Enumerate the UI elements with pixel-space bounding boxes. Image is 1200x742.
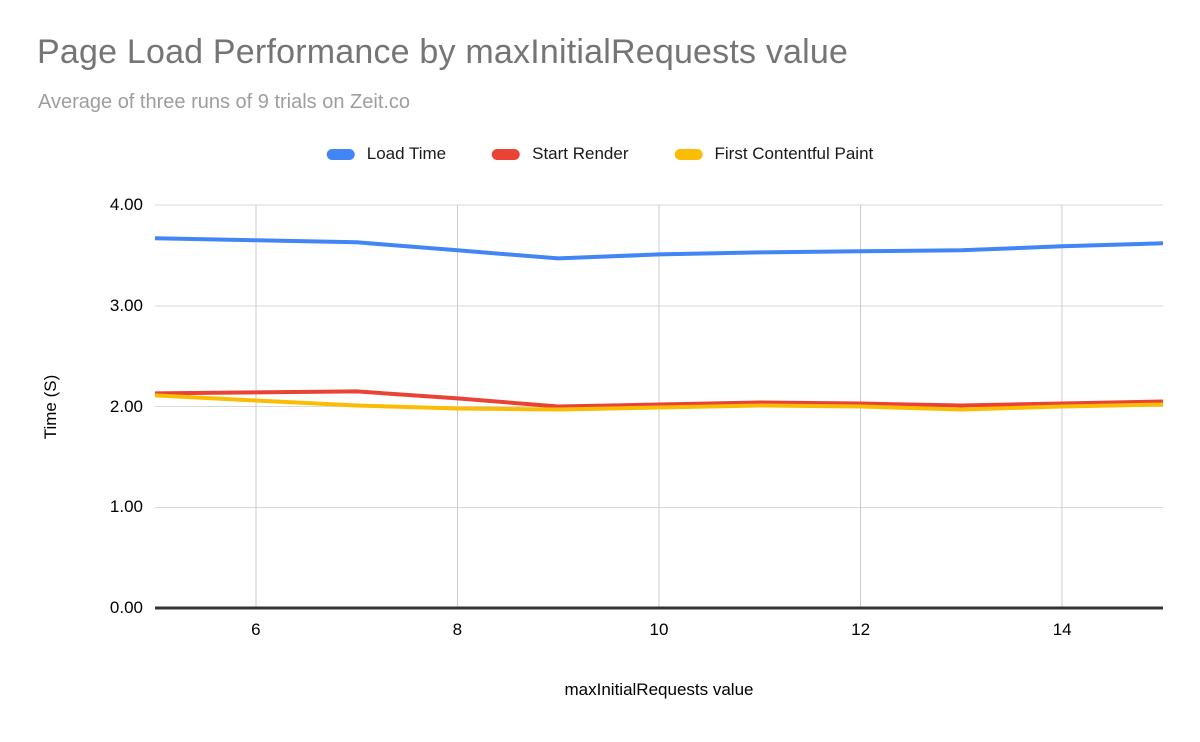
y-tick-label: 1.00	[109, 497, 143, 517]
y-tick-label: 0.00	[109, 598, 143, 617]
y-axis-title: Time (S)	[41, 374, 60, 440]
plot-area	[154, 204, 1164, 610]
y-tick-label: 2.00	[109, 396, 143, 416]
legend-item: Start Render	[492, 144, 629, 164]
legend-label: Load Time	[366, 144, 447, 163]
x-tick-label: 12	[851, 620, 871, 639]
x-tick-label: 6	[251, 620, 261, 639]
legend-swatch-icon	[674, 148, 703, 160]
y-tick-label: 3.00	[109, 295, 143, 315]
legend-item: First Contentful Paint	[674, 144, 874, 164]
x-tick-label: 10	[649, 620, 669, 639]
legend-swatch-icon	[492, 148, 521, 160]
x-tick-label: 14	[1052, 620, 1072, 639]
series-line-first-contentful-paint	[154, 393, 1164, 412]
series-line-start-render	[154, 389, 1164, 409]
y-tick-label: 4.00	[109, 195, 143, 214]
series-line-load-time	[154, 236, 1164, 261]
x-tick-label: 8	[452, 620, 463, 639]
chart-title: Page Load Performance by maxInitialReque…	[37, 33, 849, 71]
x-axis-title: maxInitialRequests value	[564, 680, 754, 699]
legend-item: Load Time	[326, 144, 447, 164]
legend: Load Time Start Render First Contentful Pa…	[326, 144, 874, 164]
legend-label: First Contentful Paint	[714, 144, 874, 163]
legend-swatch-icon	[326, 148, 355, 160]
chart-subtitle: Average of three runs of 9 trials on Zei…	[38, 91, 411, 113]
legend-label: Start Render	[532, 144, 629, 163]
